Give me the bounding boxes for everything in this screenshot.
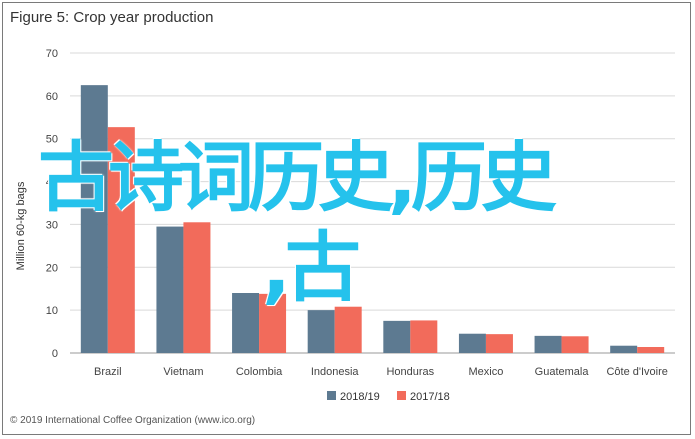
- bars: [80, 85, 665, 354]
- y-tick-label: 60: [46, 91, 58, 103]
- y-tick-label: 0: [52, 348, 58, 360]
- legend-label: 2017/18: [410, 391, 450, 403]
- bar-2017-18-5: [485, 334, 513, 353]
- y-tick-label: 70: [46, 48, 58, 60]
- x-tick-label: Vietnam: [163, 366, 203, 378]
- legend: 2018/19 2017/18: [327, 391, 450, 403]
- bar-2018-19-4: [383, 320, 411, 353]
- y-tick-label: 10: [46, 305, 58, 317]
- gridlines: [70, 52, 675, 354]
- y-tick-label: 50: [46, 134, 58, 146]
- bar-2018-19-3: [307, 310, 335, 353]
- bar-2018-19-0: [80, 85, 108, 354]
- y-tick-label: 20: [46, 262, 58, 274]
- bar-2017-18-6: [561, 336, 589, 353]
- x-tick-label: Colombia: [236, 366, 283, 378]
- legend-swatch: [397, 391, 406, 400]
- x-tick-label: Côte d'Ivoire: [606, 366, 667, 378]
- x-tick-label: Mexico: [469, 366, 504, 378]
- x-tick-label: Indonesia: [311, 366, 360, 378]
- x-tick-labels: Brazil Vietnam Colombia Indonesia Honduras Me…: [94, 366, 668, 378]
- x-tick-label: Brazil: [94, 366, 122, 378]
- bar-2017-18-1: [183, 222, 211, 353]
- bar-2017-18-4: [410, 320, 438, 353]
- figure-footer: © 2019 International Coffee Organization…: [10, 415, 256, 426]
- y-tick-labels: 0 10 20 30 40 50 60 70: [46, 48, 58, 360]
- y-tick-label: 40: [46, 177, 58, 189]
- x-tick-label: Honduras: [386, 366, 434, 378]
- figure-title: Figure 5: Crop year production: [10, 9, 214, 26]
- bar-2017-18-3: [334, 306, 362, 353]
- bar-2018-19-2: [232, 293, 260, 353]
- legend-swatch: [327, 391, 336, 400]
- bar-2018-19-6: [534, 335, 562, 353]
- bar-2017-18-7: [637, 347, 665, 353]
- x-tick-label: Guatemala: [535, 366, 590, 378]
- bar-2017-18-0: [107, 127, 135, 354]
- bar-2017-18-2: [259, 293, 287, 353]
- y-tick-label: 30: [46, 219, 58, 231]
- bar-2018-19-5: [458, 333, 486, 353]
- legend-label: 2018/19: [340, 391, 380, 403]
- bar-2018-19-7: [610, 345, 638, 353]
- bar-2018-19-1: [156, 226, 184, 353]
- y-axis-label: Million 60-kg bags: [15, 181, 27, 270]
